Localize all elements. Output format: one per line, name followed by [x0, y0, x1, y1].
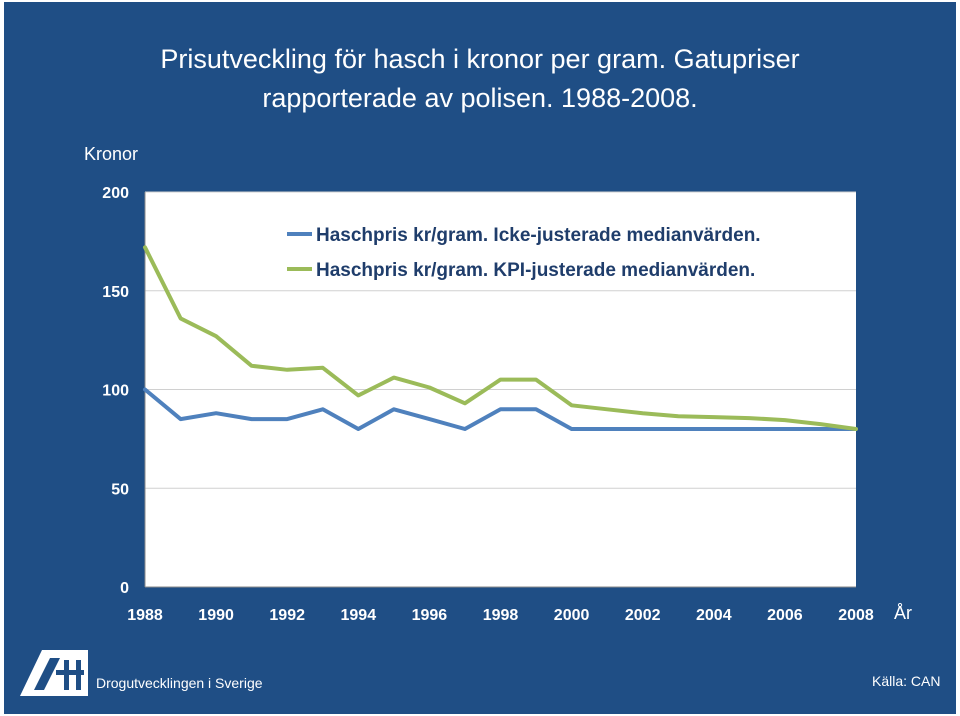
x-tick-label: 2006: [767, 607, 803, 624]
legend-label: Haschpris kr/gram. KPI-justerade medianv…: [316, 260, 755, 281]
series-line-kpi-adjusted: [143, 245, 858, 431]
x-tick-label: 2000: [554, 607, 590, 624]
can-logo: [20, 650, 88, 696]
slide-title-line-2: rapporterade av polisen. 1988-2008.: [262, 83, 698, 113]
x-axis-ticks: 1988 1990 1992 1994 1996 1998 2000 2002 2004 2006…: [127, 607, 874, 624]
legend: Haschpris kr/gram. Icke-justerade median…: [287, 225, 761, 281]
slide-title-line-1: Prisutveckling för hasch i kronor per gr…: [160, 44, 800, 74]
x-tick-label: 2008: [838, 607, 874, 624]
slide-title: Prisutveckling för hasch i kronor per gr…: [0, 40, 960, 118]
y-tick-label: 0: [120, 580, 129, 597]
x-tick-label: 1998: [483, 607, 519, 624]
x-tick-label: 1990: [198, 607, 234, 624]
y-tick-label: 50: [111, 481, 129, 498]
y-axis-label: Kronor: [84, 144, 139, 164]
series-line-nominal: [143, 387, 858, 431]
footer-credit: Källa: CAN: [872, 673, 941, 689]
y-tick-label: 100: [102, 383, 129, 400]
y-tick-label: 150: [102, 284, 129, 301]
series-lines: [143, 245, 858, 431]
y-axis-ticks: 0 50 100 150 200: [102, 185, 129, 597]
x-tick-label: 2002: [625, 607, 661, 624]
x-axis-label: År: [894, 603, 912, 623]
grid-lines: [144, 191, 856, 588]
x-tick-label: 1992: [269, 607, 305, 624]
x-tick-label: 2004: [696, 607, 732, 624]
y-tick-label: 200: [102, 185, 129, 202]
x-tick-label: 1994: [341, 607, 377, 624]
x-tick-label: 1996: [412, 607, 448, 624]
x-tick-label: 1988: [127, 607, 163, 624]
legend-label: Haschpris kr/gram. Icke-justerade median…: [316, 225, 761, 246]
footer-source-title: Drogutvecklingen i Sverige: [96, 675, 263, 691]
